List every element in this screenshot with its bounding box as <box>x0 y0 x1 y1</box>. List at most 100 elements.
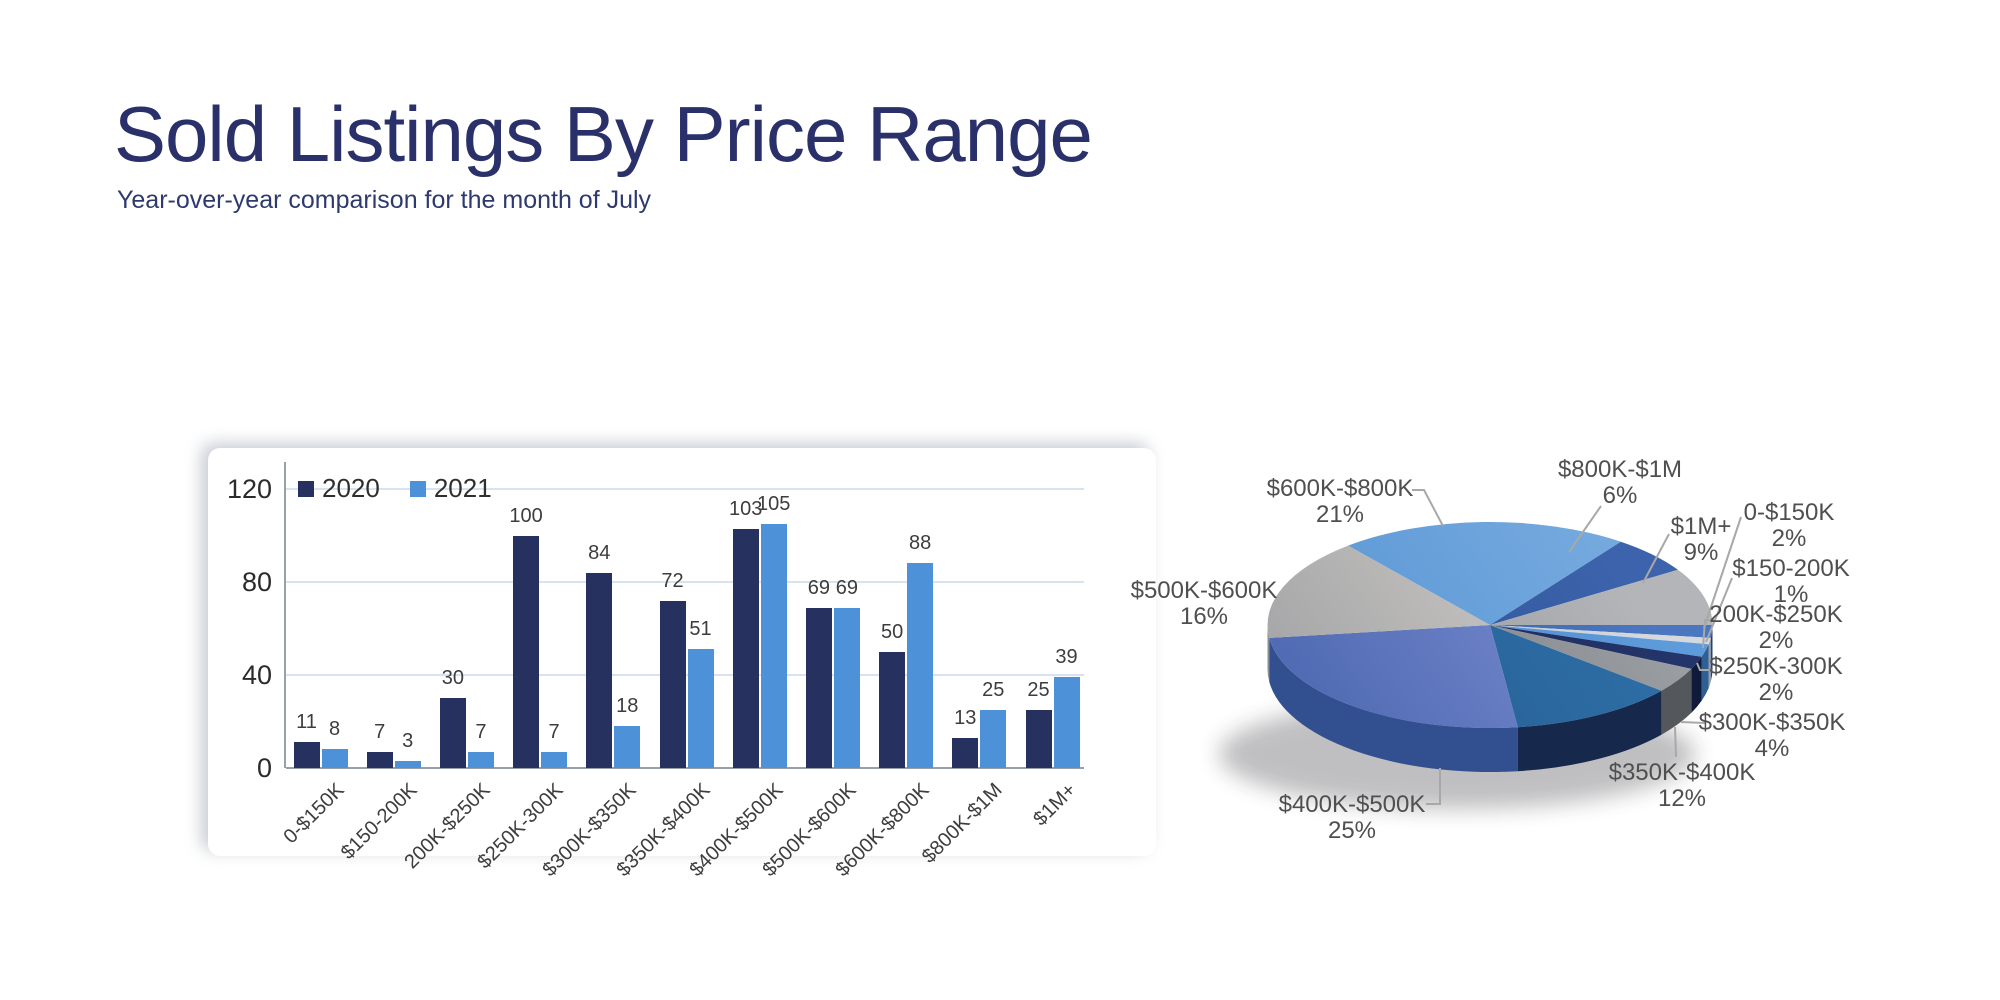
pie-slice-wall-5 <box>1517 690 1662 772</box>
pie-leader-line-4 <box>1680 721 1706 724</box>
y-axis-tick-label: 0 <box>256 753 272 783</box>
slide-subtitle: Year-over-year comparison for the month … <box>117 186 652 214</box>
pie-slice-percent: 2% <box>1771 525 1807 552</box>
bar-2020-8 <box>879 651 906 768</box>
pie-slice-name: $150-200K <box>1732 555 1850 582</box>
bar-value-label: 25 <box>1027 678 1050 701</box>
pie-leader-line-3 <box>1696 662 1712 671</box>
pie-slice-name: $1M+ <box>1670 513 1732 540</box>
bar-value-label: 105 <box>757 492 791 515</box>
bar-2021-8 <box>907 563 934 768</box>
bar-value-label: 11 <box>296 711 317 734</box>
bar-value-label: 103 <box>729 497 763 520</box>
pie-slice-label-1: $150-200K 1% <box>1696 556 1886 608</box>
pie-slice-9 <box>1490 541 1678 625</box>
pie-slice-name: $250K-300K <box>1709 653 1843 680</box>
pie-slice-percent: 1% <box>1773 581 1809 608</box>
pie-slice-percent: 25% <box>1327 817 1377 844</box>
pie-slice-3 <box>1490 625 1702 669</box>
bar-value-label: 13 <box>954 706 977 729</box>
pie-leader-line-0 <box>1703 516 1742 629</box>
bar-2020-3 <box>513 535 540 768</box>
pie-slice-percent: 4% <box>1754 735 1790 762</box>
bar-2020-2 <box>439 698 466 768</box>
bar-2020-1 <box>366 751 393 768</box>
pie-slice-wall-1 <box>1708 637 1711 689</box>
y-axis-tick-label: 80 <box>241 567 272 597</box>
bar-2021-6 <box>760 523 787 768</box>
pie-slice-5 <box>1490 625 1662 728</box>
slide-title: Sold Listings By Price Range <box>114 90 1093 178</box>
bar-value-label: 30 <box>441 667 465 690</box>
bar-value-label: 50 <box>880 620 904 643</box>
pie-slice-name: $600K-$800K <box>1266 475 1414 502</box>
legend-label: 2021 <box>433 473 492 503</box>
pie-leader-line-2 <box>1702 619 1714 649</box>
bar-2021-1 <box>394 761 421 768</box>
bar-value-label: 7 <box>475 720 487 743</box>
pie-slice-7 <box>1267 545 1490 638</box>
bar-value-label: 3 <box>402 730 414 753</box>
y-axis-tick-label: 120 <box>226 474 272 504</box>
pie-slice-name: $300K-$350K <box>1698 709 1846 736</box>
pie-slice-wall-3 <box>1691 656 1702 713</box>
bar-2020-6 <box>732 528 759 768</box>
pie-leader-line-1 <box>1705 577 1733 643</box>
pie-slice-wall-7 <box>1267 625 1270 682</box>
pie-slice-label-8: $600K-$800K 21% <box>1245 476 1435 528</box>
bar-value-label: 39 <box>1055 646 1078 669</box>
bar-value-label: 69 <box>835 576 859 599</box>
bar-2020-4 <box>586 572 613 768</box>
bar-2020-0 <box>293 742 320 768</box>
legend: 2020 2021 <box>298 473 492 504</box>
bar-2021-7 <box>833 607 860 768</box>
pie-slice-wall-2 <box>1701 644 1709 701</box>
pie-slice-percent: 12% <box>1657 785 1707 812</box>
gridline <box>286 488 1084 490</box>
pie-slice-name: 0-$150K <box>1743 499 1835 526</box>
pie-slice-2 <box>1490 625 1709 657</box>
pie-slice-label-7: $500K-$600K 16% <box>1109 578 1299 630</box>
bar-value-label: 72 <box>661 569 684 592</box>
pie-slice-label-4: $300K-$350K 4% <box>1677 710 1867 762</box>
bar-2021-3 <box>541 751 568 768</box>
bar-2021-10 <box>1053 677 1080 768</box>
pie-leader-line-9 <box>1568 505 1602 553</box>
pie-slice-0 <box>1490 625 1713 638</box>
pie-slice-wall-6 <box>1269 637 1518 773</box>
pie-slice-percent: 2% <box>1758 679 1794 706</box>
bar-value-label: 51 <box>689 618 712 641</box>
pie-slice-name: 200K-$250K <box>1709 601 1843 628</box>
pie-slice-percent: 21% <box>1315 501 1365 528</box>
bar-2020-7 <box>805 607 832 768</box>
bar-value-label: 8 <box>328 718 341 741</box>
pie-slice-8 <box>1348 521 1621 625</box>
pie-slice-wall-4 <box>1661 668 1692 735</box>
bar-value-label: 100 <box>509 504 543 527</box>
y-axis-line <box>284 462 286 768</box>
pie-slice-wall-0 <box>1710 625 1713 682</box>
legend-swatch-2021 <box>409 480 426 497</box>
bar-value-label: 25 <box>982 678 1005 701</box>
pie-leader-line-10 <box>1642 533 1670 584</box>
pie-slice-label-3: $250K-300K 2% <box>1681 654 1871 706</box>
x-axis-line <box>286 767 1084 769</box>
legend-swatch-2020 <box>298 480 314 497</box>
bar-value-label: 7 <box>548 720 560 743</box>
pie-leader-line-8 <box>1412 489 1444 527</box>
pie-slice-percent: 6% <box>1602 482 1638 509</box>
pie-slice-percent: 9% <box>1683 539 1719 566</box>
y-axis-tick-label: 40 <box>241 660 272 690</box>
bar-value-label: 7 <box>374 720 386 743</box>
bar-2021-0 <box>321 749 348 768</box>
legend-label: 2020 <box>322 473 380 503</box>
pie-slice-6 <box>1269 625 1518 729</box>
bar-value-label: 84 <box>588 541 611 564</box>
bar-value-label: 18 <box>616 695 639 718</box>
bar-2020-10 <box>1025 709 1052 768</box>
pie-slice-10 <box>1490 569 1713 625</box>
legend-item-2020: 2020 <box>298 473 380 504</box>
bar-value-label: 69 <box>807 576 831 599</box>
pie-slice-name: $400K-$500K <box>1278 791 1426 818</box>
